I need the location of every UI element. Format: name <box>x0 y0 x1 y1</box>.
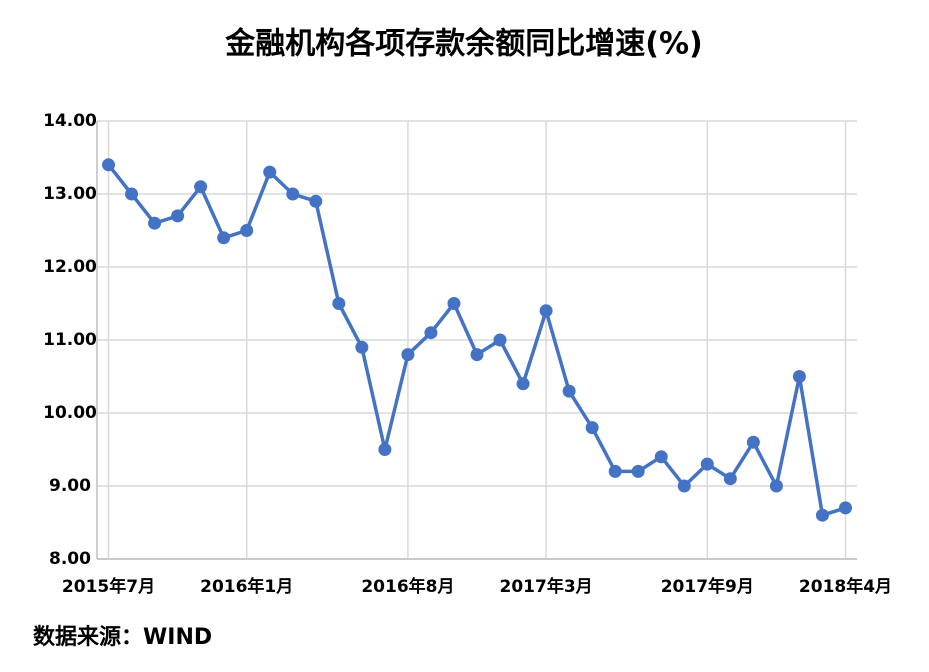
data-point <box>447 297 461 310</box>
data-point <box>838 501 852 515</box>
y-tick-label: 10.00 <box>43 403 97 423</box>
data-point <box>631 464 645 478</box>
x-tick-label: 2017年3月 <box>500 576 593 597</box>
data-point <box>355 340 369 354</box>
data-point <box>240 224 254 237</box>
y-tick-label: 11.00 <box>43 330 97 350</box>
data-point <box>332 297 346 310</box>
x-tick-label: 2018年4月 <box>799 576 892 597</box>
y-tick-label: 8.00 <box>49 549 91 569</box>
data-point <box>148 216 162 230</box>
data-point <box>677 479 691 493</box>
source-note: 数据来源：WIND <box>33 624 212 650</box>
data-point <box>286 187 300 201</box>
y-tick-label: 12.00 <box>43 257 97 277</box>
x-tick-label: 2016年1月 <box>200 576 293 597</box>
data-point <box>102 158 116 172</box>
data-point <box>125 187 139 201</box>
data-point <box>194 180 208 194</box>
data-point <box>585 421 599 435</box>
data-point <box>516 377 530 391</box>
data-point <box>309 194 323 208</box>
x-tick-label: 2015年7月 <box>62 576 155 597</box>
data-point <box>769 479 783 493</box>
x-tick-label: 2016年8月 <box>361 576 454 597</box>
data-point <box>493 333 507 347</box>
data-point <box>746 435 760 449</box>
data-point <box>815 508 829 522</box>
y-tick-label: 9.00 <box>49 476 91 496</box>
data-point <box>217 231 231 245</box>
x-tick-label: 2017年9月 <box>661 576 754 597</box>
chart-title: 金融机构各项存款余额同比增速(%) <box>224 27 702 62</box>
y-tick-label: 13.00 <box>43 184 97 204</box>
data-point <box>608 464 622 478</box>
data-point <box>470 348 484 362</box>
data-point <box>654 450 668 464</box>
data-point <box>539 304 553 318</box>
data-point <box>792 370 806 383</box>
data-point <box>263 165 277 179</box>
data-point <box>424 326 438 340</box>
y-tick-label: 14.00 <box>43 111 97 131</box>
data-point <box>723 472 737 486</box>
data-point <box>378 443 392 456</box>
data-point <box>700 457 714 471</box>
data-point <box>562 384 576 398</box>
data-point <box>401 348 415 362</box>
data-point <box>171 209 185 223</box>
